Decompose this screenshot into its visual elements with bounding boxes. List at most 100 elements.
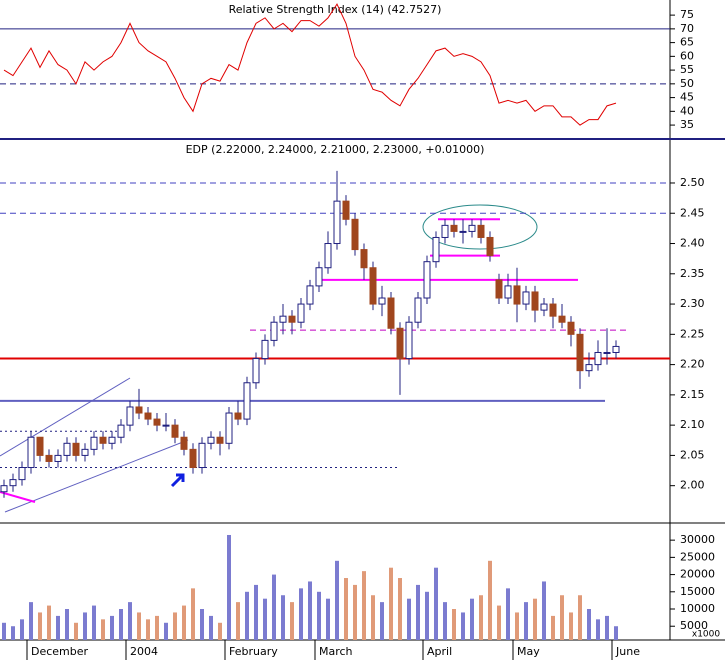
volume-bar — [353, 584, 357, 640]
y-tick-label: 55 — [680, 63, 694, 76]
volume-bar — [20, 619, 24, 640]
candle-body — [477, 224, 485, 238]
candle-body — [261, 339, 269, 360]
volume-bar — [515, 612, 519, 640]
volume-bar — [245, 591, 249, 640]
y-tick-label: 2.20 — [680, 358, 705, 371]
candle-body — [126, 406, 134, 426]
volume-bar — [398, 578, 402, 640]
candle-body — [162, 424, 170, 427]
y-tick-label: 70 — [680, 22, 694, 35]
volume-bar — [416, 584, 420, 640]
candle-body — [288, 315, 296, 323]
volume-bar — [110, 615, 114, 640]
volume-bar — [92, 605, 96, 640]
candle-body — [423, 261, 431, 299]
volume-bar — [470, 598, 474, 640]
volume-bar — [533, 598, 537, 640]
x-tick-label: May — [517, 645, 540, 658]
y-tick-label: 2.50 — [680, 176, 705, 189]
candle-body — [369, 267, 377, 305]
y-tick-label: 65 — [680, 36, 694, 49]
candle-body — [297, 303, 305, 323]
y-tick-label: 35 — [680, 118, 694, 131]
volume-bar — [605, 615, 609, 640]
y-tick-label: 25000 — [680, 550, 715, 563]
volume-bar — [227, 534, 231, 640]
candle-body — [198, 442, 206, 469]
volume-bar — [407, 598, 411, 640]
rsi-title: Relative Strength Index (14) (42.7527) — [229, 3, 442, 16]
candle-body — [495, 279, 503, 299]
volume-bar — [272, 574, 276, 640]
channel-line — [4, 439, 189, 513]
volume-bar — [56, 615, 60, 640]
volume-bar — [389, 567, 393, 640]
candle-body — [270, 321, 278, 341]
candle-body — [108, 436, 116, 444]
y-tick-label: 2.05 — [680, 448, 705, 461]
candle-body — [36, 436, 44, 456]
volume-bar — [317, 591, 321, 640]
candle-body — [306, 285, 314, 305]
candle-body — [63, 442, 71, 456]
candle-body — [513, 285, 521, 305]
candle-body — [189, 448, 197, 469]
candle-body — [432, 236, 440, 263]
x-tick-label: February — [229, 645, 278, 658]
volume-bar — [128, 602, 132, 640]
candle-body — [441, 224, 449, 238]
candle-body — [504, 285, 512, 299]
volume-bar — [290, 602, 294, 640]
volume-bar — [344, 578, 348, 640]
y-tick-label: 75 — [680, 8, 694, 21]
candle-body — [207, 436, 215, 444]
candle-body — [414, 297, 422, 323]
volume-bar — [488, 560, 492, 640]
candle-body — [558, 315, 566, 323]
y-tick-label: 2.45 — [680, 206, 705, 219]
x-tick-label: December — [31, 645, 89, 658]
candle-body — [531, 291, 539, 311]
candle-body — [135, 406, 143, 414]
volume-bar — [173, 612, 177, 640]
volume-bar — [209, 615, 213, 640]
volume-bar — [74, 622, 78, 640]
volume-bar — [614, 626, 618, 640]
volume-bar — [380, 602, 384, 640]
candle-body — [342, 200, 350, 220]
candle-body — [243, 382, 251, 420]
candle-body — [45, 454, 53, 462]
volume-bar — [11, 626, 15, 640]
candle-body — [585, 364, 593, 372]
y-tick-label: 2.35 — [680, 267, 705, 280]
rsi-line — [3, 3, 617, 126]
candle-body — [396, 327, 404, 360]
candle-body — [171, 424, 179, 438]
volume-bar — [497, 605, 501, 640]
x-tick-label: April — [427, 645, 452, 658]
candle-body — [144, 412, 152, 420]
volume-bar — [146, 619, 150, 640]
y-tick-label: 30000 — [680, 533, 715, 546]
candle-body — [333, 200, 341, 245]
volume-bar — [101, 619, 105, 640]
volume-bar — [587, 609, 591, 640]
candle-body — [567, 321, 575, 335]
volume-bar — [299, 588, 303, 640]
highlight-ellipse — [422, 204, 538, 250]
volume-bar — [362, 571, 366, 640]
volume-bar — [425, 591, 429, 640]
candle-body — [324, 243, 332, 269]
candle-body — [540, 303, 548, 311]
x-tick-label: June — [615, 645, 640, 658]
candle-body — [27, 436, 35, 469]
candle-body — [387, 297, 395, 329]
volume-bar — [263, 598, 267, 640]
candle-body — [486, 236, 494, 257]
candle-body — [117, 424, 125, 438]
candle-body — [54, 454, 62, 462]
candle-body — [99, 436, 107, 444]
volume-bar — [137, 612, 141, 640]
